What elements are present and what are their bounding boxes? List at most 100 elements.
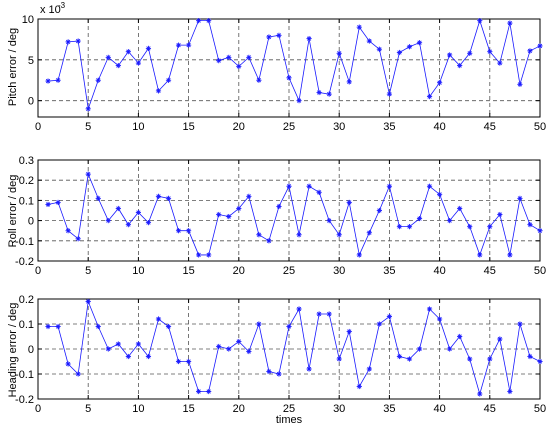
- heading-data-point: [226, 346, 232, 352]
- roll-xtick-label: 20: [233, 265, 245, 277]
- pitch-data-point: [206, 18, 212, 24]
- roll-data-point: [457, 205, 463, 212]
- roll-error-ylabel: Roll error / deg: [7, 175, 19, 248]
- roll-data-point: [125, 222, 131, 228]
- heading-data-point: [426, 306, 433, 312]
- roll-data-point: [437, 191, 443, 197]
- roll-data-point: [55, 199, 61, 206]
- roll-data-point: [426, 183, 433, 189]
- heading-data-point: [376, 321, 382, 327]
- heading-data-point: [115, 341, 121, 347]
- pitch-data-point: [507, 20, 513, 26]
- heading-data-point: [85, 298, 91, 305]
- heading-error-ylabel: Heading error / deg: [7, 303, 19, 398]
- pitch-data-point: [487, 49, 493, 55]
- pitch-data-point: [105, 54, 111, 60]
- roll-data-point: [346, 199, 352, 206]
- heading-data-point: [507, 388, 513, 395]
- heading-data-point: [206, 388, 212, 395]
- heading-data-point: [55, 323, 61, 330]
- heading-data-point: [186, 358, 192, 365]
- roll-xtick-label: 40: [433, 265, 445, 277]
- heading-series-line: [48, 299, 541, 396]
- heading-data-point: [45, 323, 51, 330]
- heading-data-point: [356, 383, 362, 390]
- roll-data-point: [416, 215, 423, 222]
- pitch-data-point: [467, 50, 473, 56]
- roll-ytick-label: 0.1: [19, 195, 34, 207]
- heading-data-point: [396, 353, 403, 360]
- roll-xtick-label: 0: [35, 265, 41, 277]
- pitch-xtick-label: 50: [534, 121, 546, 133]
- pitch-multiplier-exponent: -3: [58, 1, 66, 10]
- pitch-data-point: [65, 39, 71, 45]
- roll-data-point: [517, 195, 523, 201]
- roll-data-point: [537, 228, 543, 234]
- heading-data-point: [95, 323, 101, 330]
- heading-data-point: [517, 321, 523, 327]
- heading-data-point: [346, 328, 352, 335]
- roll-ytick-label: 0.2: [19, 175, 34, 187]
- pitch-data-point: [537, 43, 543, 49]
- heading-xtick-label: 25: [283, 403, 295, 415]
- pitch-data-point: [497, 60, 503, 66]
- roll-data-point: [467, 224, 473, 230]
- pitch-data-point: [376, 46, 382, 52]
- roll-xtick-label: 50: [534, 265, 546, 277]
- pitch-data-point: [45, 78, 51, 84]
- roll-data-point: [226, 213, 232, 220]
- pitch-error-ylabel: Pitch error / deg: [7, 28, 19, 106]
- pitch-data-point: [125, 49, 131, 55]
- pitch-data-point: [457, 62, 463, 69]
- heading-xtick-label: 10: [132, 403, 144, 415]
- pitch-data-point: [447, 52, 453, 58]
- roll-data-point: [356, 252, 362, 258]
- pitch-data-point: [527, 48, 533, 54]
- heading-data-point: [366, 366, 372, 372]
- pitch-ytick-label: 10: [22, 14, 34, 26]
- heading-ytick-label: 0: [28, 344, 34, 356]
- roll-data-point: [145, 220, 152, 226]
- pitch-data-point: [155, 88, 162, 94]
- roll-data-point: [316, 189, 322, 195]
- pitch-xtick-label: 15: [182, 121, 194, 133]
- roll-data-point: [326, 218, 332, 224]
- roll-data-point: [115, 205, 121, 212]
- heading-data-point: [447, 346, 453, 352]
- roll-xtick-label: 25: [283, 265, 295, 277]
- pitch-data-point: [406, 44, 413, 50]
- roll-data-point: [186, 228, 192, 234]
- roll-data-point: [246, 193, 252, 199]
- roll-data-point: [45, 201, 51, 208]
- roll-data-point: [306, 183, 312, 189]
- heading-data-point: [105, 346, 111, 352]
- pitch-data-point: [95, 77, 101, 83]
- heading-data-point: [527, 353, 533, 360]
- heading-xtick-label: 40: [433, 403, 445, 415]
- pitch-data-point: [55, 77, 61, 83]
- pitch-xtick-label: 0: [35, 121, 41, 133]
- heading-ytick-label: 0.2: [19, 294, 34, 306]
- roll-data-point: [75, 236, 81, 242]
- pitch-data-point: [306, 36, 312, 42]
- heading-data-point: [286, 323, 292, 330]
- heading-xtick-label: 15: [182, 403, 194, 415]
- heading-data-point: [537, 358, 543, 365]
- pitch-data-point: [246, 54, 252, 60]
- roll-data-point: [95, 195, 101, 201]
- pitch-data-point: [316, 89, 322, 96]
- roll-data-point: [376, 207, 382, 214]
- roll-data-point: [386, 183, 392, 189]
- heading-xtick-label: 35: [383, 403, 395, 415]
- heading-data-point: [336, 356, 342, 362]
- times-xlabel: times: [276, 414, 303, 426]
- pitch-data-point: [286, 75, 292, 81]
- pitch-data-point: [386, 91, 392, 97]
- heading-data-point: [316, 311, 322, 317]
- pitch-data-point: [145, 45, 152, 51]
- heading-data-point: [135, 341, 141, 347]
- pitch-data-point: [186, 42, 192, 48]
- heading-error-plot: 0 5 10 15 20 25 30 35 40 45 50 0.2 0.1 0 -0.1 -0.2Headi…: [7, 294, 546, 426]
- roll-data-point: [477, 252, 483, 258]
- pitch-data-point: [336, 50, 342, 56]
